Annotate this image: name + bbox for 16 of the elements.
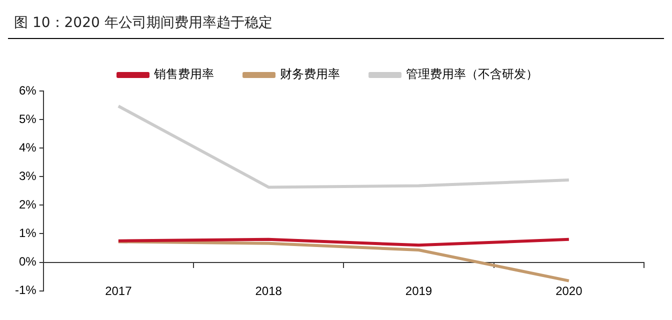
y-tick-label: 1% bbox=[18, 226, 37, 240]
x-tick-label: 2018 bbox=[255, 284, 282, 298]
x-tick-label: 2020 bbox=[556, 284, 583, 298]
y-tick-label: 0% bbox=[18, 254, 37, 269]
y-tick-label: 2% bbox=[18, 197, 37, 212]
y-tick-label: 4% bbox=[18, 140, 37, 154]
legend-label: 销售费用率 bbox=[153, 67, 214, 82]
y-tick-label: 5% bbox=[18, 112, 37, 126]
legend-label: 管理费用率（不含研发） bbox=[406, 67, 538, 82]
x-tick-label: 2017 bbox=[105, 284, 132, 298]
chart-title: 图 10：2020 年公司期间费用率趋于稳定 bbox=[8, 8, 664, 39]
x-tick-label: 2019 bbox=[405, 284, 432, 298]
y-tick-label: 3% bbox=[18, 168, 37, 183]
legend-label: 财务费用率 bbox=[280, 67, 340, 82]
y-tick-label: -1% bbox=[14, 283, 37, 298]
y-tick-label: 6% bbox=[18, 83, 37, 98]
